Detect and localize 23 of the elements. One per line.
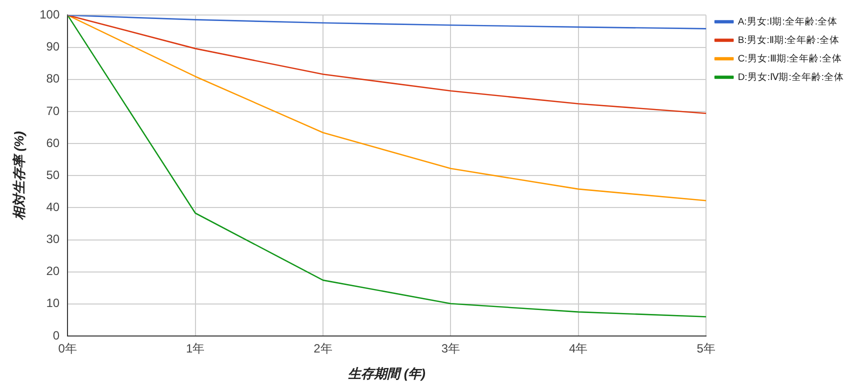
legend-label: A:男女:Ⅰ期:全年齢:全体 [738,15,838,28]
legend-label: C:男女:Ⅲ期:全年齢:全体 [738,52,842,64]
y-tick-label: 90 [46,40,60,54]
y-tick-label: 10 [46,296,60,310]
y-tick-label: 70 [46,104,60,118]
x-tick-label: 0年 [58,342,77,356]
x-tick-label: 2年 [314,342,332,356]
y-tick-label: 0 [52,328,60,342]
y-tick-label: 60 [46,136,60,150]
y-tick-label: 100 [40,8,60,22]
x-tick-label: 5年 [696,342,716,356]
x-tick-label: 3年 [441,342,460,356]
y-axis-title: 相対生存率 (%) [11,131,26,222]
y-tick-label: 50 [46,168,60,182]
y-tick-label: 80 [46,72,60,86]
legend-label: B:男女:Ⅱ期:全年齢:全体 [738,34,840,46]
x-axis-title: 生存期間 (年) [348,366,426,381]
legend-label: D:男女:Ⅳ期:全年齢:全体 [738,70,844,83]
y-tick-label: 20 [46,264,60,278]
y-tick-label: 40 [46,200,60,214]
x-tick-label: 4年 [569,342,588,356]
x-tick-label: 1年 [186,342,205,356]
y-tick-label: 30 [46,232,60,246]
